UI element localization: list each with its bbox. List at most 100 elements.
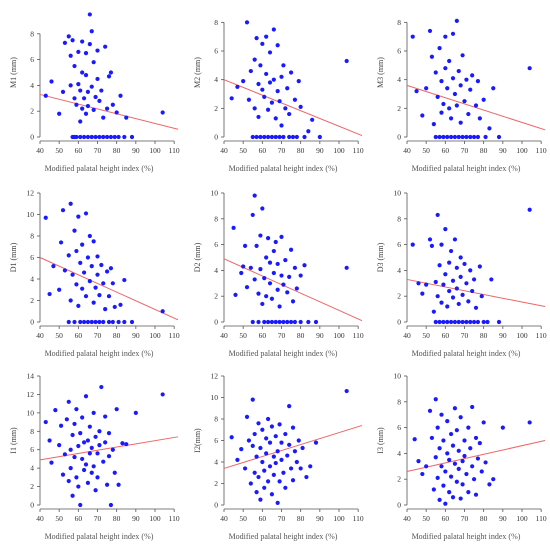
data-point [448,431,454,437]
data-point [252,277,257,282]
data-point [89,470,94,475]
x-tick-label: 90 [499,331,507,340]
x-tick-label: 50 [239,146,247,155]
data-point [414,89,419,94]
data-point [283,257,288,263]
y-tick-label: 8 [397,18,401,27]
data-point [72,96,77,101]
data-point [129,319,135,325]
data-point [464,281,469,286]
data-point [83,462,89,467]
data-point [447,490,452,495]
data-point [470,288,475,294]
data-point [412,437,417,442]
data-point [248,68,253,74]
data-point [106,319,112,325]
data-point [275,43,280,48]
data-point [468,319,473,325]
data-point [470,464,475,469]
data-point [277,99,282,104]
data-point [298,104,303,109]
y-axis-title: D1 (mm) [9,242,18,272]
data-point [285,86,290,91]
y-tick-label: 2 [214,292,218,301]
data-point [99,262,104,268]
data-point [435,212,440,218]
data-point [313,319,319,325]
data-point [258,445,263,451]
data-point [91,300,96,305]
data-point [281,319,286,325]
data-point [445,419,450,424]
data-point [267,80,273,85]
data-point [437,134,442,140]
data-point [313,440,319,445]
data-point [458,255,463,260]
scatter-plot-svg: 0 2 4 6 8 40 50 60 70 80 90 100 110 M2 (mm) Modified p… [193,18,364,173]
data-point [112,134,117,140]
data-point [456,68,461,74]
data-point [260,459,265,465]
data-point [443,34,448,39]
data-point [443,272,448,277]
data-point [85,255,91,260]
data-point [248,481,253,486]
x-tick-label: 70 [278,331,286,340]
y-tick-label: 0 [214,501,218,510]
scatter-panel-9: 0 2 4 6 8 10 40 50 60 70 80 90 100 110 I3 (mm) Modified… [375,370,550,545]
data-point [441,438,446,443]
data-point [256,474,261,480]
data-point [74,282,79,287]
data-point [294,286,299,291]
data-point [285,290,290,295]
data-point [452,134,458,140]
data-point [445,319,450,325]
data-point [427,28,433,34]
y-tick-label: 10 [394,372,402,381]
data-point [462,453,467,459]
data-point [317,134,322,140]
data-point [95,48,100,53]
data-point [441,101,446,107]
data-point [448,474,454,479]
data-point [80,415,85,420]
data-point [122,319,127,325]
data-point [262,94,267,99]
data-point [450,278,456,283]
data-point [454,18,459,23]
data-point [116,319,121,325]
data-point [85,438,91,443]
x-tick-label: 80 [480,514,488,523]
data-point [81,319,87,325]
data-point [275,500,280,505]
x-tick-label: 100 [516,514,528,523]
data-point [108,134,114,140]
y-axis-title: D2 (mm) [193,242,202,272]
data-point [57,287,62,292]
data-point [273,134,278,140]
data-point [129,134,135,140]
data-point [431,309,436,314]
data-point [269,424,275,429]
x-tick-label: 40 [36,331,44,340]
data-point [58,240,64,245]
data-point [456,301,461,307]
data-point [477,116,482,121]
data-point [239,447,244,452]
data-point [477,264,482,269]
y-tick-label: 0 [397,133,401,142]
regression-line [406,84,546,131]
data-point [277,479,282,484]
data-point [464,319,469,325]
data-point [95,254,100,259]
data-point [298,466,303,471]
data-point [292,265,298,270]
data-point [496,134,502,140]
data-point [420,471,425,477]
data-point [78,319,83,325]
data-point [287,442,292,447]
data-point [78,502,83,508]
y-tick-label: 10 [394,189,402,198]
data-point [424,282,429,287]
data-point [271,248,276,254]
